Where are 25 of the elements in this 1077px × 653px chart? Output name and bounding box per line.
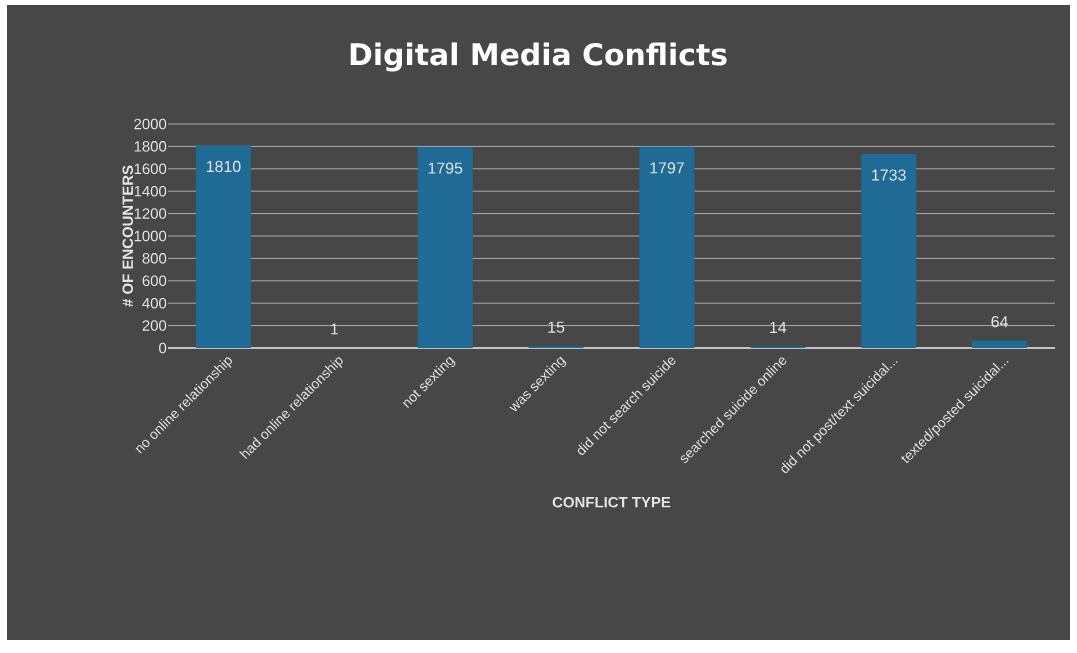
data-label: 1795 [428,162,463,174]
bar [417,146,473,348]
y-tick-label: 2000 [134,118,167,130]
data-label: 1810 [206,160,241,173]
y-tick-label: 0 [159,342,167,354]
data-label: 64 [991,316,1008,328]
bar [861,153,917,348]
bar [639,146,695,348]
bar [972,340,1028,348]
y-tick-label: 1600 [134,163,167,175]
bar [195,145,251,348]
y-tick-label: 600 [142,275,167,287]
y-tick-label: 200 [142,320,167,331]
data-label: 1 [331,323,338,335]
data-label: 1733 [872,169,906,181]
y-tick-label: 400 [142,297,167,309]
y-tick-label: 1000 [134,230,167,242]
x-axis-title: CONFLICT TYPE [552,496,671,508]
y-tick-label: 1800 [134,141,167,152]
y-tick-label: 1200 [134,208,167,219]
data-label: 1797 [650,162,684,174]
y-tick-label: 800 [142,253,167,264]
y-tick-label: 1400 [134,185,167,197]
y-axis-title: # OF ENCOUNTERS [122,165,134,307]
chart-title: Digital Media Conflicts [350,42,727,72]
